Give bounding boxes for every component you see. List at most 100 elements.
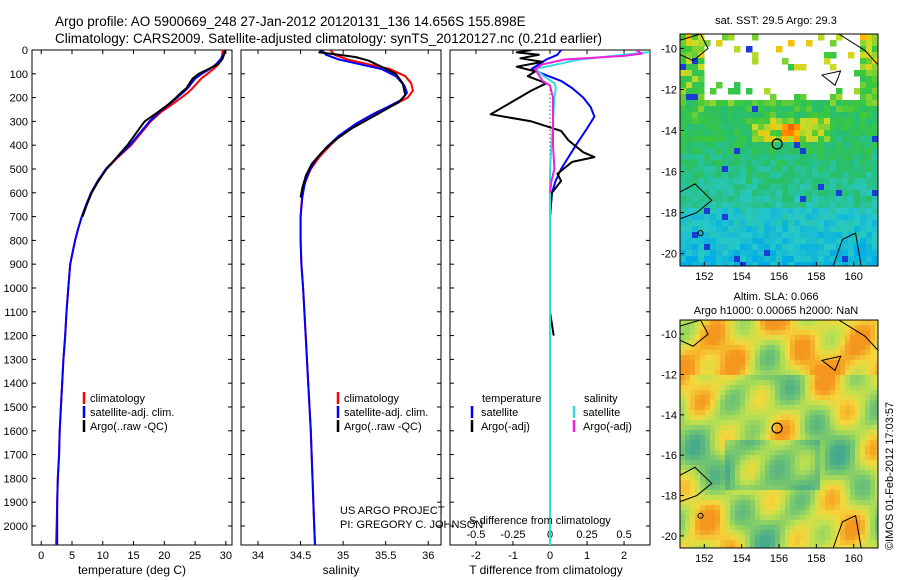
map-cell	[775, 390, 781, 396]
map-cell	[685, 440, 691, 446]
s-tick-label: -0.25	[500, 529, 525, 541]
map-cell	[866, 94, 873, 101]
map-cell	[722, 256, 729, 263]
map-cell	[794, 226, 801, 233]
map-cell	[812, 118, 819, 125]
map-cell	[812, 190, 819, 197]
map-cell	[865, 485, 871, 491]
map-cell	[848, 244, 855, 251]
map-cell	[686, 130, 693, 137]
map-cell	[830, 465, 836, 471]
map-cell	[870, 455, 876, 461]
map-cell	[680, 480, 686, 486]
map-cell	[730, 405, 736, 411]
map-cell	[835, 470, 841, 476]
map-cell	[806, 202, 813, 209]
map-cell	[692, 112, 699, 119]
map-cell	[825, 390, 831, 396]
map-cell	[745, 460, 751, 466]
map-cell	[704, 208, 711, 215]
map-cell	[745, 520, 751, 526]
map-cell	[760, 440, 766, 446]
map-cell	[775, 345, 781, 351]
map-cell	[686, 46, 693, 53]
map-cell	[745, 440, 751, 446]
map-cell	[770, 505, 776, 511]
depth-tick-label: 0	[22, 45, 28, 57]
map-cell	[875, 320, 878, 326]
map-cell	[740, 214, 747, 221]
map-cell	[794, 232, 801, 239]
map-cell	[818, 172, 825, 179]
map-cell	[734, 184, 741, 191]
map-cell	[824, 124, 831, 131]
map-cell	[758, 184, 765, 191]
map-cell	[820, 510, 826, 516]
map-cell	[760, 370, 766, 376]
map-cell	[790, 370, 796, 376]
map-cell	[720, 390, 726, 396]
map-cell	[835, 500, 841, 506]
map-cell	[735, 325, 741, 331]
map-cell	[870, 530, 876, 536]
map-cell	[800, 455, 806, 461]
map-cell	[770, 485, 776, 491]
map-cell	[705, 370, 711, 376]
map-cell	[740, 510, 746, 516]
map-cell	[815, 535, 821, 541]
map-cell	[855, 330, 861, 336]
map-cell	[705, 335, 711, 341]
map-cell	[695, 420, 701, 426]
map-cell	[764, 148, 771, 155]
map-cell	[824, 226, 831, 233]
map-cell	[850, 365, 856, 371]
map-cell	[855, 340, 861, 346]
map-cell	[760, 465, 766, 471]
map-cell	[854, 190, 861, 197]
map-cell	[730, 435, 736, 441]
map-cell	[824, 52, 831, 59]
map-cell	[704, 154, 711, 161]
legend-header-salinity: salinity	[584, 393, 618, 405]
map-cell	[728, 160, 735, 167]
map-cell	[710, 256, 717, 263]
map-cell	[855, 530, 861, 536]
depth-tick-label: 400	[10, 140, 28, 152]
map-cell	[825, 325, 831, 331]
map-cell	[840, 405, 846, 411]
map-cell	[870, 515, 876, 521]
map-cell	[692, 64, 699, 71]
map-cell	[722, 196, 729, 203]
map-cell	[875, 495, 878, 501]
map-cell	[850, 440, 856, 446]
map-cell	[728, 100, 735, 107]
map-cell	[836, 250, 843, 257]
map-cell	[680, 118, 687, 125]
map-cell	[830, 510, 836, 516]
map-cell	[745, 425, 751, 431]
map-cell	[725, 380, 731, 386]
map-cell	[722, 148, 729, 155]
map-cell	[870, 340, 876, 346]
map-cell	[790, 505, 796, 511]
map-cell	[872, 64, 878, 71]
map-cell	[790, 440, 796, 446]
map-cell	[775, 340, 781, 346]
map-cell	[704, 160, 711, 167]
map-cell	[824, 220, 831, 227]
map-cell	[770, 400, 776, 406]
map-cell	[810, 375, 816, 381]
map-cell	[794, 202, 801, 209]
map-cell	[685, 400, 691, 406]
map-cell	[770, 106, 777, 113]
map-cell	[788, 238, 795, 245]
map-cell	[735, 395, 741, 401]
map-cell	[775, 520, 781, 526]
map-cell	[765, 525, 771, 531]
map-cell	[794, 256, 801, 263]
map-cell	[860, 112, 867, 119]
map-cell	[785, 475, 791, 481]
map-cell	[865, 320, 871, 326]
map-cell	[725, 530, 731, 536]
map-cell	[755, 525, 761, 531]
